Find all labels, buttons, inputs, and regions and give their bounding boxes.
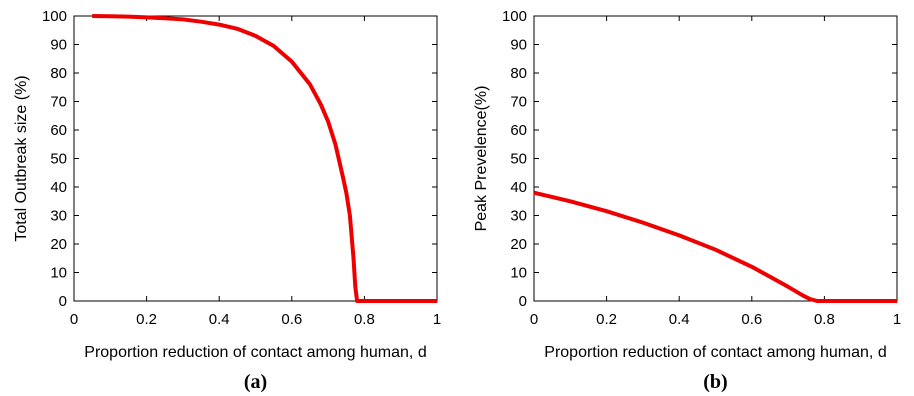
panel-b: 0 0.2 0.4 0.6 0.8 10102030405060708090100Prop…	[473, 8, 901, 393]
y-tick-label: 50	[50, 151, 67, 168]
x-tick-label: 0.4	[669, 311, 690, 328]
y-tick-label: 60	[50, 122, 67, 139]
y-tick-label: 30	[50, 208, 67, 225]
y-tick-label: 90	[510, 37, 527, 54]
plot-frame	[73, 15, 438, 302]
y-tick-label: 70	[50, 94, 67, 111]
x-tick-label: 0.8	[814, 311, 835, 328]
panel-caption: (a)	[244, 371, 267, 393]
y-tick-label: 100	[42, 8, 67, 25]
y-tick-label: 40	[50, 179, 67, 196]
series-line	[533, 190, 897, 303]
plot-frame	[533, 15, 898, 302]
x-tick-label: 0.8	[354, 311, 375, 328]
y-tick-label: 20	[50, 236, 67, 253]
panel-a: 0 0.2 0.4 0.6 0.8 10102030405060708090100Prop…	[13, 8, 441, 393]
x-tick-label: 0.6	[741, 311, 762, 328]
y-tick-label: 10	[510, 265, 527, 282]
y-tick-label: 10	[50, 265, 67, 282]
series-line	[92, 14, 437, 303]
x-tick-label: 1	[893, 311, 901, 328]
y-tick-label: 100	[502, 8, 527, 25]
y-tick-label: 20	[510, 236, 527, 253]
y-tick-label: 50	[510, 151, 527, 168]
x-tick-label: 0.2	[596, 311, 617, 328]
y-tick-label: 40	[510, 179, 527, 196]
y-tick-label: 0	[59, 293, 67, 310]
y-tick-label: 70	[510, 94, 527, 111]
y-tick-label: 80	[50, 65, 67, 82]
x-tick-label: 0.2	[136, 311, 157, 328]
panel-caption: (b)	[703, 371, 727, 393]
y-tick-label: 30	[510, 208, 527, 225]
y-axis-label: Total Outbreak size (%)	[13, 75, 30, 241]
y-tick-label: 60	[510, 122, 527, 139]
x-tick-label: 1	[433, 311, 441, 328]
y-tick-label: 80	[510, 65, 527, 82]
y-axis-label: Peak Prevelence(%)	[473, 86, 490, 232]
y-tick-label: 0	[519, 293, 527, 310]
x-tick-label: 0.6	[281, 311, 302, 328]
x-axis-label: Proportion reduction of contact among hu…	[544, 344, 886, 361]
x-tick-label: 0.4	[209, 311, 230, 328]
x-tick-label: 0	[70, 311, 78, 328]
x-axis-label: Proportion reduction of contact among hu…	[84, 344, 426, 361]
x-tick-label: 0	[530, 311, 538, 328]
y-tick-label: 90	[50, 37, 67, 54]
